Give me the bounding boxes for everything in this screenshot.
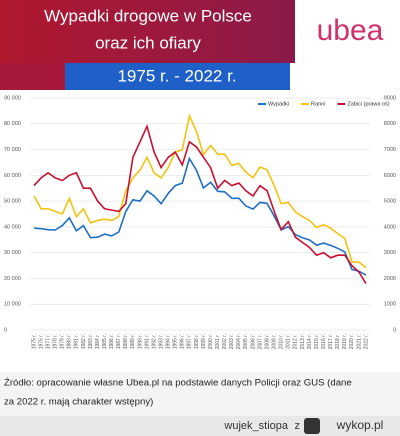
y2-tick-label: 7000 xyxy=(384,147,396,153)
x-tick-label: 1989 r. xyxy=(130,334,136,349)
y-tick-label: 40 000 xyxy=(4,224,21,230)
x-tick-label: 1979 r. xyxy=(60,334,66,349)
x-tick-label: 2004 r. xyxy=(236,334,242,349)
title-panel xyxy=(0,0,295,63)
x-tick-label: 2011 r. xyxy=(286,334,292,349)
x-tick-label: 1993 r. xyxy=(158,334,164,349)
x-tick-label: 1987 r. xyxy=(116,334,122,349)
series-line xyxy=(33,156,367,276)
source-text: Źródło: opracowanie własne Ubea.pl na po… xyxy=(4,378,352,389)
y2-tick-label: 9000 xyxy=(384,95,396,101)
subtitle-panel xyxy=(65,63,290,90)
x-tick-label: 2022 r. xyxy=(363,334,369,349)
x-tick-label: 1992 r. xyxy=(151,334,157,349)
x-tick-label: 1988 r. xyxy=(123,334,129,349)
footer-user: wujek_stiopa xyxy=(223,420,288,432)
y2-tick-label: 1000 xyxy=(384,302,396,308)
x-tick-label: 2003 r. xyxy=(229,334,235,349)
x-tick-label: 1975 r. xyxy=(31,334,37,349)
x-tick-label: 1978 r. xyxy=(53,334,59,349)
series-line xyxy=(33,124,367,285)
x-tick-label: 2010 r. xyxy=(279,334,285,349)
x-tick-label: 1980 r. xyxy=(67,334,73,349)
footer-icon xyxy=(304,418,320,434)
x-tick-label: 2014 r. xyxy=(307,334,313,349)
x-tick-label: 2001 r. xyxy=(215,334,221,349)
x-tick-label: 1976 r. xyxy=(38,334,44,349)
y-tick-label: 0 xyxy=(4,327,7,333)
x-tick-label: 2008 r. xyxy=(264,334,270,349)
y-tick-label: 80 000 xyxy=(4,121,21,127)
x-tick-label: 2020 r. xyxy=(349,334,355,349)
x-tick-label: 1977 r. xyxy=(45,334,51,349)
y-tick-label: 10 000 xyxy=(4,302,21,308)
x-tick-label: 1990 r. xyxy=(137,334,143,349)
chart-title: Wypadki drogowe w Polsce xyxy=(44,6,252,25)
legend-label: Zabici (prawa oś) xyxy=(347,101,389,107)
x-tick-label: 1999 r. xyxy=(201,334,207,349)
x-tick-label: 2015 r. xyxy=(314,334,320,349)
x-tick-label: 1986 r. xyxy=(109,334,115,349)
footer-bg xyxy=(0,416,400,436)
source-text: za 2022 r. mają charakter wstępny) xyxy=(4,397,153,408)
x-tick-label: 2013 r. xyxy=(300,334,306,349)
logo: ubea xyxy=(317,14,384,47)
y-tick-label: 20 000 xyxy=(4,276,21,282)
y2-tick-label: 6000 xyxy=(384,173,396,179)
y2-tick-label: 5000 xyxy=(384,199,396,205)
y2-tick-label: 2000 xyxy=(384,276,396,282)
x-tick-label: 1991 r. xyxy=(144,334,150,349)
footer-site: wykop.pl xyxy=(336,418,384,432)
x-tick-label: 2000 r. xyxy=(208,334,214,349)
x-tick-label: 1994 r. xyxy=(166,334,172,349)
x-tick-label: 2007 r. xyxy=(257,334,263,349)
x-tick-label: 1982 r. xyxy=(81,334,87,349)
x-tick-label: 2002 r. xyxy=(222,334,228,349)
x-tick-label: 2009 r. xyxy=(271,334,277,349)
x-tick-label: 2018 r. xyxy=(335,334,341,349)
legend-label: Wypadki xyxy=(268,101,289,107)
x-tick-label: 1996 r. xyxy=(180,334,186,349)
y-tick-label: 50 000 xyxy=(4,199,21,205)
x-tick-label: 1995 r. xyxy=(173,334,179,349)
y-tick-label: 30 000 xyxy=(4,250,21,256)
x-tick-label: 2019 r. xyxy=(342,334,348,349)
x-tick-label: 2006 r. xyxy=(250,334,256,349)
x-tick-label: 1997 r. xyxy=(187,334,193,349)
footer-text: z xyxy=(295,420,301,432)
legend-label: Ranni xyxy=(311,101,325,107)
y2-tick-label: 0 xyxy=(393,327,396,333)
x-tick-label: 2005 r. xyxy=(243,334,249,349)
y-tick-label: 60 000 xyxy=(4,173,21,179)
x-tick-label: 2021 r. xyxy=(356,334,362,349)
y2-tick-label: 3000 xyxy=(384,250,396,256)
x-tick-label: 1981 r. xyxy=(74,334,80,349)
y2-tick-label: 8000 xyxy=(384,121,396,127)
y2-tick-label: 4000 xyxy=(384,224,396,230)
x-tick-label: 1984 r. xyxy=(95,334,101,349)
y-tick-label: 70 000 xyxy=(4,147,21,153)
x-tick-label: 2016 r. xyxy=(321,334,327,349)
y-tick-label: 90 000 xyxy=(4,95,21,101)
x-tick-label: 1985 r. xyxy=(102,334,108,349)
chart-title: oraz ich ofiary xyxy=(95,33,201,52)
x-tick-label: 2017 r. xyxy=(328,334,334,349)
x-tick-label: 1983 r. xyxy=(88,334,94,349)
x-tick-label: 2012 r. xyxy=(293,334,299,349)
source-bg xyxy=(0,372,400,416)
x-tick-label: 1998 r. xyxy=(194,334,200,349)
title-panel-left xyxy=(0,63,65,90)
series-line xyxy=(33,113,367,269)
chart-subtitle: 1975 r. - 2022 r. xyxy=(117,66,236,85)
